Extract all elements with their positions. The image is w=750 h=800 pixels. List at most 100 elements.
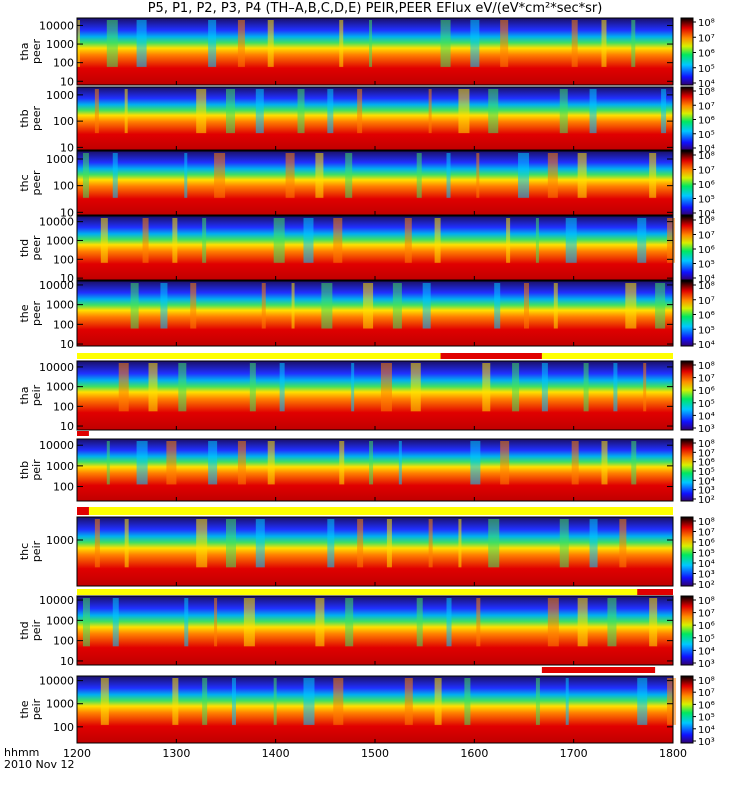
- panel-ylabel: peer: [30, 170, 43, 196]
- colorbar-tick-label: 10⁸: [698, 281, 715, 292]
- colorbar-tick-label: 10⁵: [698, 260, 715, 271]
- y-tick-label: 1000: [46, 38, 74, 51]
- colorbar-tick-label: 10⁶: [698, 621, 715, 632]
- panel-ylabel: thc: [18, 174, 31, 191]
- colorbar-tick-label: 10²: [698, 495, 715, 506]
- y-tick-label: 10000: [39, 675, 74, 688]
- y-tick-label: 100: [53, 318, 74, 331]
- colorbar-tick-label: 10⁷: [698, 688, 715, 699]
- x-tick-label: 1700: [560, 747, 588, 760]
- spectrogram-the-peir: [77, 676, 673, 743]
- y-tick-label: 10: [60, 420, 74, 433]
- y-tick-label: 1000: [46, 698, 74, 711]
- colorbar-tick-label: 10⁵: [698, 195, 715, 206]
- colorbar-tick-label: 10⁸: [698, 676, 715, 687]
- y-tick-label: 1000: [46, 89, 74, 102]
- colorbar: [680, 675, 694, 744]
- colorbar-tick-label: 10⁴: [698, 646, 715, 657]
- colorbar-tick-label: 10⁶: [698, 538, 715, 549]
- colorbar: [680, 360, 694, 431]
- colorbar-tick-label: 10⁵: [698, 130, 715, 141]
- colorbar-tick-label: 10⁸: [698, 18, 715, 29]
- colorbar-tick-label: 10⁵: [698, 467, 715, 478]
- colorbar-tick-label: 10⁵: [698, 399, 715, 410]
- y-tick-label: 1000: [46, 234, 74, 247]
- panel-ylabel: the: [18, 304, 31, 322]
- colorbar-tick-label: 10⁴: [698, 411, 715, 422]
- panel-ylabel: peer: [30, 235, 43, 261]
- colorbar-tick-label: 10⁴: [698, 559, 715, 570]
- y-tick-label: 1000: [46, 534, 74, 547]
- panel-ylabel: peer: [30, 301, 43, 327]
- spectrogram-thc-peer: [77, 151, 673, 215]
- colorbar-tick-label: 10⁵: [698, 64, 715, 75]
- colorbar-tick-label: 10⁴: [698, 79, 715, 90]
- colorbar-tick-label: 10⁷: [698, 374, 715, 385]
- spectrogram-thd-peir: [77, 596, 673, 665]
- colorbar-tick-label: 10⁵: [698, 713, 715, 724]
- colorbar-tick-label: 10⁸: [698, 517, 715, 528]
- colorbar: [680, 215, 694, 281]
- colorbar-tick-label: 10²: [698, 580, 715, 591]
- colorbar-tick-label: 10⁸: [698, 216, 715, 227]
- panel-ylabel: thd: [18, 239, 31, 257]
- y-tick-label: 100: [53, 635, 74, 648]
- colorbar-tick-label: 10⁷: [698, 528, 715, 539]
- panel-ylabel: peir: [30, 459, 43, 481]
- colorbar-tick-label: 10³: [698, 659, 715, 670]
- y-tick-label: 10000: [39, 361, 74, 374]
- panel-ylabel: thd: [18, 621, 31, 639]
- status-bar: [77, 507, 89, 515]
- time-axis-label: hhmm: [4, 746, 40, 759]
- panel-ylabel: peir: [30, 540, 43, 562]
- colorbar: [680, 516, 694, 587]
- colorbar-tick-label: 10⁶: [698, 116, 715, 127]
- status-bar: [77, 507, 673, 515]
- colorbar-tick-label: 10⁷: [698, 448, 715, 459]
- colorbar-tick-label: 10⁸: [698, 361, 715, 372]
- x-tick-label: 1800: [659, 747, 687, 760]
- y-tick-label: 10: [60, 338, 74, 351]
- panel-ylabel: tha: [18, 42, 31, 60]
- y-tick-label: 100: [53, 721, 74, 734]
- colorbar: [680, 150, 694, 216]
- y-tick-label: 1000: [46, 299, 74, 312]
- status-bar: [77, 353, 673, 359]
- colorbar: [680, 280, 694, 347]
- colorbar-tick-label: 10⁶: [698, 49, 715, 60]
- panel-ylabel: peir: [30, 698, 43, 720]
- colorbar-tick-label: 10⁶: [698, 311, 715, 322]
- panel-ylabel: peer: [30, 106, 43, 132]
- y-tick-label: 100: [53, 57, 74, 70]
- spectrogram-the-peer: [77, 281, 673, 346]
- x-tick-label: 1200: [63, 747, 91, 760]
- y-tick-label: 10: [60, 141, 74, 154]
- colorbar: [680, 17, 694, 86]
- y-tick-label: 10: [60, 272, 74, 285]
- colorbar-tick-label: 10⁴: [698, 209, 715, 220]
- panel-ylabel: peer: [30, 39, 43, 65]
- colorbar-tick-label: 10⁷: [698, 609, 715, 620]
- colorbar: [680, 86, 694, 151]
- colorbar-tick-label: 10⁷: [698, 231, 715, 242]
- y-tick-label: 1000: [46, 381, 74, 394]
- y-tick-label: 100: [53, 115, 74, 128]
- y-tick-label: 100: [53, 180, 74, 193]
- panel-ylabel: tha: [18, 386, 31, 404]
- y-tick-label: 10000: [39, 216, 74, 229]
- colorbar-tick-label: 10³: [698, 737, 715, 748]
- colorbar-tick-label: 10⁷: [698, 101, 715, 112]
- colorbar-tick-label: 10⁴: [698, 476, 715, 487]
- panel-ylabel: peir: [30, 619, 43, 641]
- colorbar-tick-label: 10⁵: [698, 549, 715, 560]
- y-tick-label: 100: [53, 400, 74, 413]
- colorbar-tick-label: 10⁴: [698, 340, 715, 351]
- colorbar-tick-label: 10⁴: [698, 144, 715, 155]
- colorbar-tick-label: 10³: [698, 424, 715, 435]
- spectrogram-thb-peer: [77, 87, 673, 150]
- status-bar: [77, 431, 89, 436]
- y-tick-label: 1000: [46, 460, 74, 473]
- y-tick-label: 1000: [46, 614, 74, 627]
- colorbar-tick-label: 10⁴: [698, 274, 715, 285]
- x-tick-label: 1500: [361, 747, 389, 760]
